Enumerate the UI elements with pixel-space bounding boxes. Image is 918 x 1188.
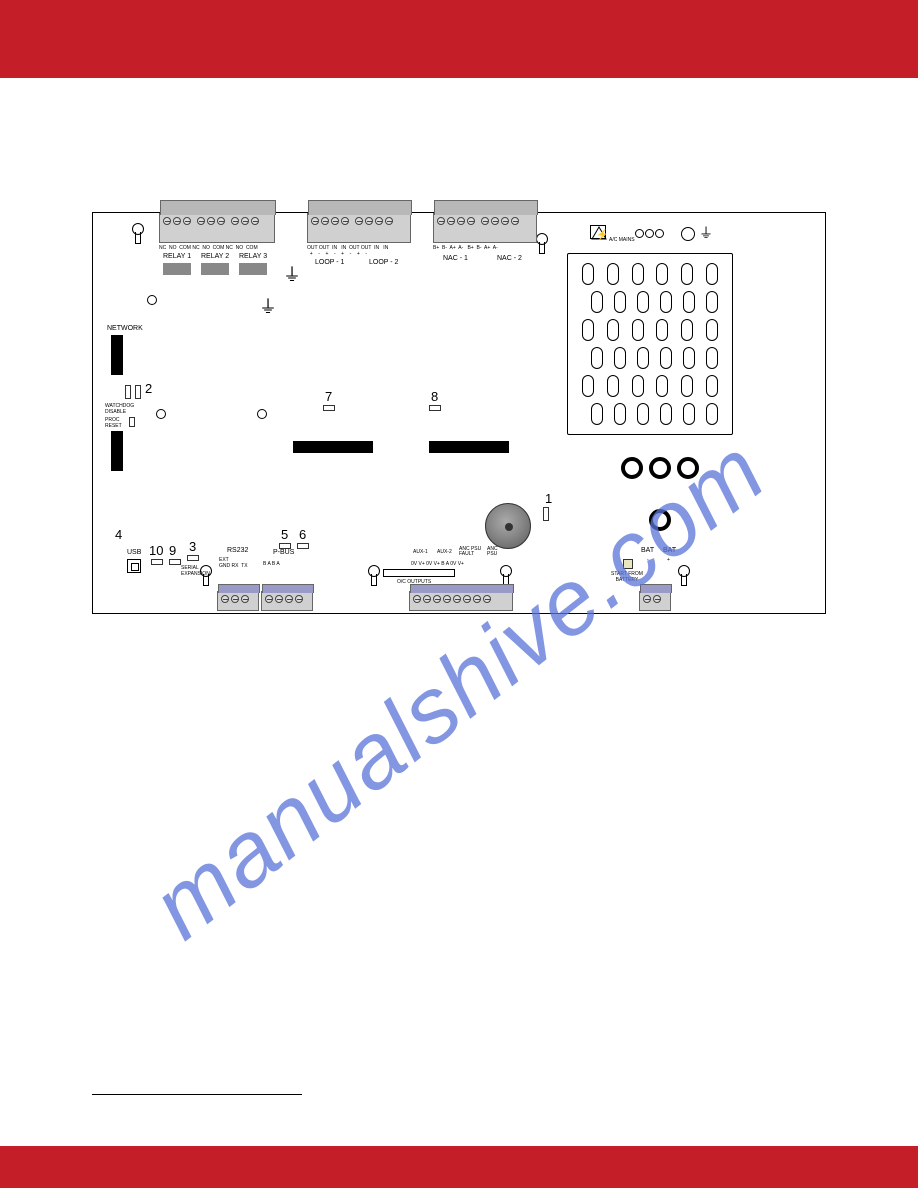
pbus-pins: B A B A: [263, 561, 280, 567]
rs232-label: RS232: [227, 547, 248, 554]
led-7: [323, 405, 335, 411]
aux1-label: AUX-1: [413, 549, 428, 555]
callout-1: 1: [545, 491, 552, 506]
led-1: [543, 507, 549, 521]
capacitor-ring: [649, 509, 671, 531]
loop1-label: LOOP - 1: [315, 259, 344, 266]
callout-3: 3: [189, 539, 196, 554]
callout-4: 4: [115, 527, 122, 542]
header-7: [293, 441, 373, 453]
ac-mains-label: A/C MAINS: [609, 237, 635, 243]
bat-pos-label: BAT: [663, 547, 676, 554]
anc-psu-label: ANC PSU: [487, 547, 498, 557]
led-9: [169, 559, 181, 565]
ground-icon: ⏚: [699, 223, 713, 243]
usb-port: [127, 559, 141, 573]
loop2-label: LOOP - 2: [369, 259, 398, 266]
relay-pin-labels: NC NO COM NC NO COM NC NO COM: [159, 245, 277, 251]
led-10: [151, 559, 163, 565]
relay-screws: [163, 217, 259, 225]
callout-7: 7: [325, 389, 332, 404]
footnote-separator: [92, 1094, 302, 1095]
callout-5: 5: [281, 527, 288, 542]
watchdog-label: WATCHDOG DISABLE: [105, 403, 134, 415]
capacitor-ring: [621, 457, 643, 479]
jumper-wd: [125, 385, 131, 399]
header-8: [429, 441, 509, 453]
start-battery-btn: [623, 559, 633, 569]
standoff: [147, 295, 157, 305]
callout-8: 8: [431, 389, 438, 404]
header-bar: [0, 0, 918, 78]
usb-label: USB: [127, 549, 141, 556]
network-label: NETWORK: [107, 325, 143, 332]
bat-minus: -: [647, 557, 649, 563]
bat-plus: +: [667, 557, 670, 563]
network-connector: [111, 335, 123, 375]
aux-screws: [413, 595, 491, 603]
nac2-label: NAC - 2: [497, 255, 522, 262]
oc-header: [383, 569, 455, 577]
aux2-label: AUX-2: [437, 549, 452, 555]
led-pr: [129, 417, 135, 427]
standoff: [257, 409, 267, 419]
serial-exp-label: SERIAL EXPANSION: [181, 565, 210, 577]
pbus-screws: [265, 595, 303, 603]
relay2-label: RELAY 2: [201, 253, 229, 260]
relay3-label: RELAY 3: [239, 253, 267, 260]
loop-pin-labels: OUT OUT IN IN OUT OUT IN IN + - + - + - …: [307, 245, 388, 257]
pcb-diagram: NC NO COM NC NO COM NC NO COM RELAY 1 RE…: [92, 212, 826, 614]
nac-screws: [437, 217, 519, 225]
nac-pin-labels: B+ B- A+ A- B+ B- A+ A-: [433, 245, 498, 251]
aux-pins: 0V V+ 0V V+ B A 0V V+: [411, 561, 464, 567]
led-6: [297, 543, 309, 549]
mount-keyhole: [129, 223, 145, 245]
buzzer: [485, 503, 531, 549]
capacitor-ring: [649, 457, 671, 479]
mount-keyhole: [365, 565, 381, 587]
bat-screws: [643, 595, 661, 603]
relay2-pad: [201, 263, 229, 275]
relay1-label: RELAY 1: [163, 253, 191, 260]
relay3-pad: [239, 263, 267, 275]
ground-icon: ⏚: [259, 293, 277, 319]
nac1-label: NAC - 1: [443, 255, 468, 262]
jumper-pr: [135, 385, 141, 399]
capacitor-ring: [677, 457, 699, 479]
led-8: [429, 405, 441, 411]
pbus-label: P-BUS: [273, 549, 294, 556]
led-3: [187, 555, 199, 561]
ground-icon: ⏚: [283, 261, 301, 287]
mount-keyhole: [675, 565, 691, 587]
transformer-vent: [567, 253, 733, 435]
bat-neg-label: BAT: [641, 547, 654, 554]
callout-6: 6: [299, 527, 306, 542]
standoff: [156, 409, 166, 419]
rs232-screws: [221, 595, 249, 603]
lower-connector: [111, 431, 123, 471]
hazard-icon: ⚡: [590, 225, 606, 239]
rs232-pins: EXT GND RX TX: [219, 557, 248, 569]
loop-screws: [311, 217, 393, 225]
callout-2: 2: [145, 381, 152, 396]
callout-9: 9: [169, 543, 176, 558]
ac-pins: [635, 229, 664, 238]
callout-10: 10: [149, 543, 163, 558]
relay1-pad: [163, 263, 191, 275]
svg-text:⚡: ⚡: [596, 228, 607, 240]
proc-reset-label: PROC RESET: [105, 417, 122, 429]
anc-psu-fault-label: ANC PSU FAULT: [459, 547, 481, 557]
start-bat-label: START FROM BATTERY: [611, 571, 643, 583]
footer-bar: [0, 1146, 918, 1188]
ground-terminal: [681, 227, 695, 241]
